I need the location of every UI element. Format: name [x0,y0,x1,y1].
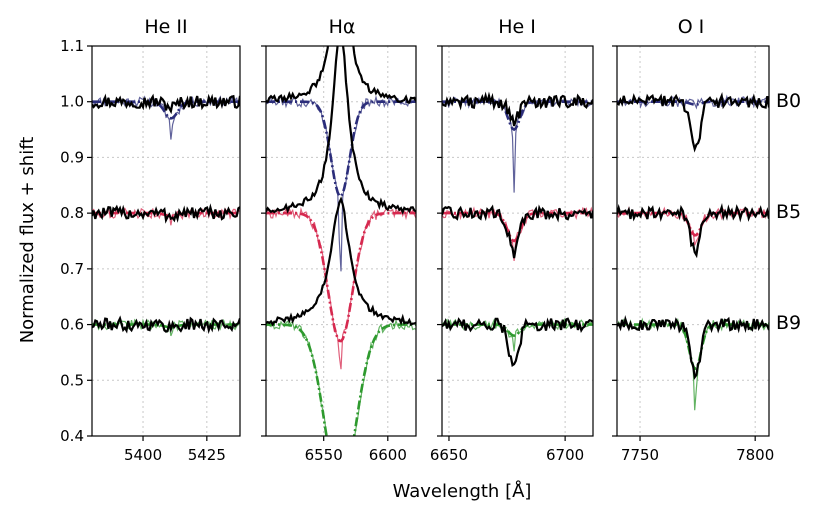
data-spectrum-b0 [92,94,240,140]
x-tick-label: 6550 [305,446,343,464]
panel-he-ii: He II 5400 5425 [87,16,241,464]
data-spectrum-b5 [266,206,416,370]
y-tick-label: 0.5 [60,371,84,389]
panel-o-i: O I 7750 7800 [612,16,774,464]
y-axis-label: Normalized flux + shift [17,137,38,344]
panel-title-he-ii: He II [144,16,187,38]
label-b0: B0 [776,90,801,112]
y-tick-label: 1.1 [60,37,84,55]
model-spectrum-b5 [266,211,416,343]
x-tick-label: 6700 [546,446,584,464]
spectral-type-labels: B0 B5 B9 [776,90,801,334]
panel-frame [265,45,417,437]
observed-spectrum-b5 [442,204,593,259]
panel-frame [616,45,770,437]
panel-he-i: He I 6650 6700 [430,16,594,464]
y-tick-label: 0.6 [60,316,84,334]
panel-h-alpha: Hα 6550 6600 [261,16,417,464]
observed-spectrum-b0 [266,46,416,104]
observed-spectrum-b5 [266,46,416,215]
model-spectrum-b9 [266,323,416,436]
y-tick-label: 0.7 [60,260,84,278]
x-tick-label: 5425 [188,446,226,464]
x-axis-label: Wavelength [Å] [393,480,532,502]
observed-spectrum-b5 [617,203,769,259]
x-tick-label: 7750 [621,446,659,464]
panel-title-o-i: O I [678,16,705,38]
observed-spectrum-b0 [442,91,593,127]
y-tick-label: 0.8 [60,204,84,222]
panel-frame [91,45,241,437]
x-tick-label: 7800 [736,446,774,464]
panel-frame [441,45,594,437]
y-tick-label: 0.4 [60,427,84,445]
y-tick-label: 1.0 [60,93,84,111]
observed-spectrum-b5 [92,203,240,224]
data-spectrum-b9 [266,318,416,436]
model-spectrum-b0 [266,100,416,198]
x-tick-label: 6600 [369,446,407,464]
x-tick-label: 6650 [430,446,468,464]
observed-spectrum-b9 [92,315,240,335]
x-tick-label: 5400 [124,446,162,464]
observed-spectrum-b9 [442,317,593,368]
panel-title-he-i: He I [498,16,536,38]
y-tick-label: 0.9 [60,148,84,166]
label-b5: B5 [776,201,801,223]
observed-spectrum-b0 [617,91,769,153]
observed-spectrum-b9 [617,314,769,381]
observed-spectrum-b9 [266,196,416,327]
data-spectrum-b0 [266,94,416,272]
panel-title-h-alpha: Hα [329,16,356,38]
label-b9: B9 [776,312,801,334]
observed-spectrum-b0 [92,93,240,115]
